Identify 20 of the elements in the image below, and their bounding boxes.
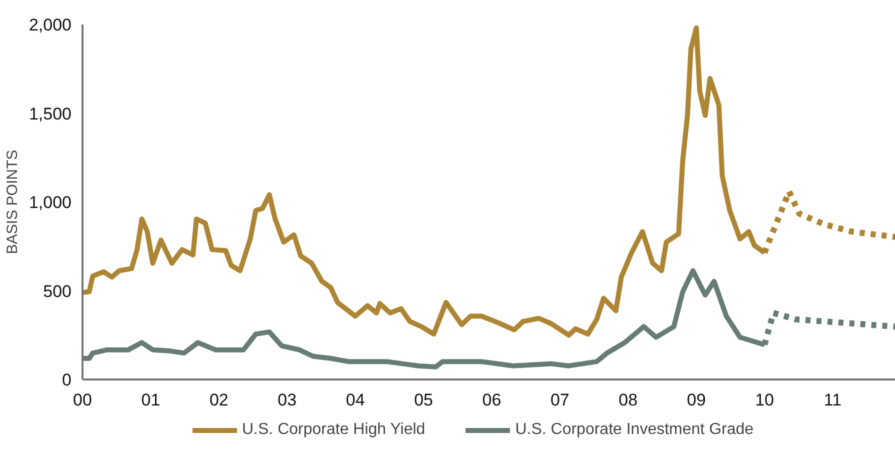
legend-label: U.S. Corporate High Yield [242, 421, 426, 439]
y-tick-label: 0 [62, 370, 72, 390]
y-axis-title: BASIS POINTS [4, 150, 21, 254]
y-tick-label: 1,500 [28, 104, 72, 124]
y-tick-label: 2,000 [28, 16, 72, 34]
x-tick-label: 03 [278, 390, 297, 410]
x-tick-label: 04 [346, 390, 365, 410]
x-tick-label: 05 [414, 390, 433, 410]
x-tick-label: 09 [686, 390, 706, 410]
x-tick-label: 06 [482, 390, 502, 410]
y-tick-label: 1,000 [28, 193, 72, 212]
x-tick-label: 07 [550, 390, 570, 410]
x-tick-label: 01 [141, 390, 160, 410]
y-tick-label: 500 [43, 282, 72, 301]
x-tick-label: 10 [755, 390, 774, 410]
x-tick-label: 11 [824, 390, 842, 410]
legend-label: U.S. Corporate Investment Grade [515, 421, 754, 439]
x-tick-label: 00 [73, 390, 92, 410]
x-tick-label: 02 [209, 390, 228, 410]
x-tick-label: 08 [618, 390, 638, 410]
